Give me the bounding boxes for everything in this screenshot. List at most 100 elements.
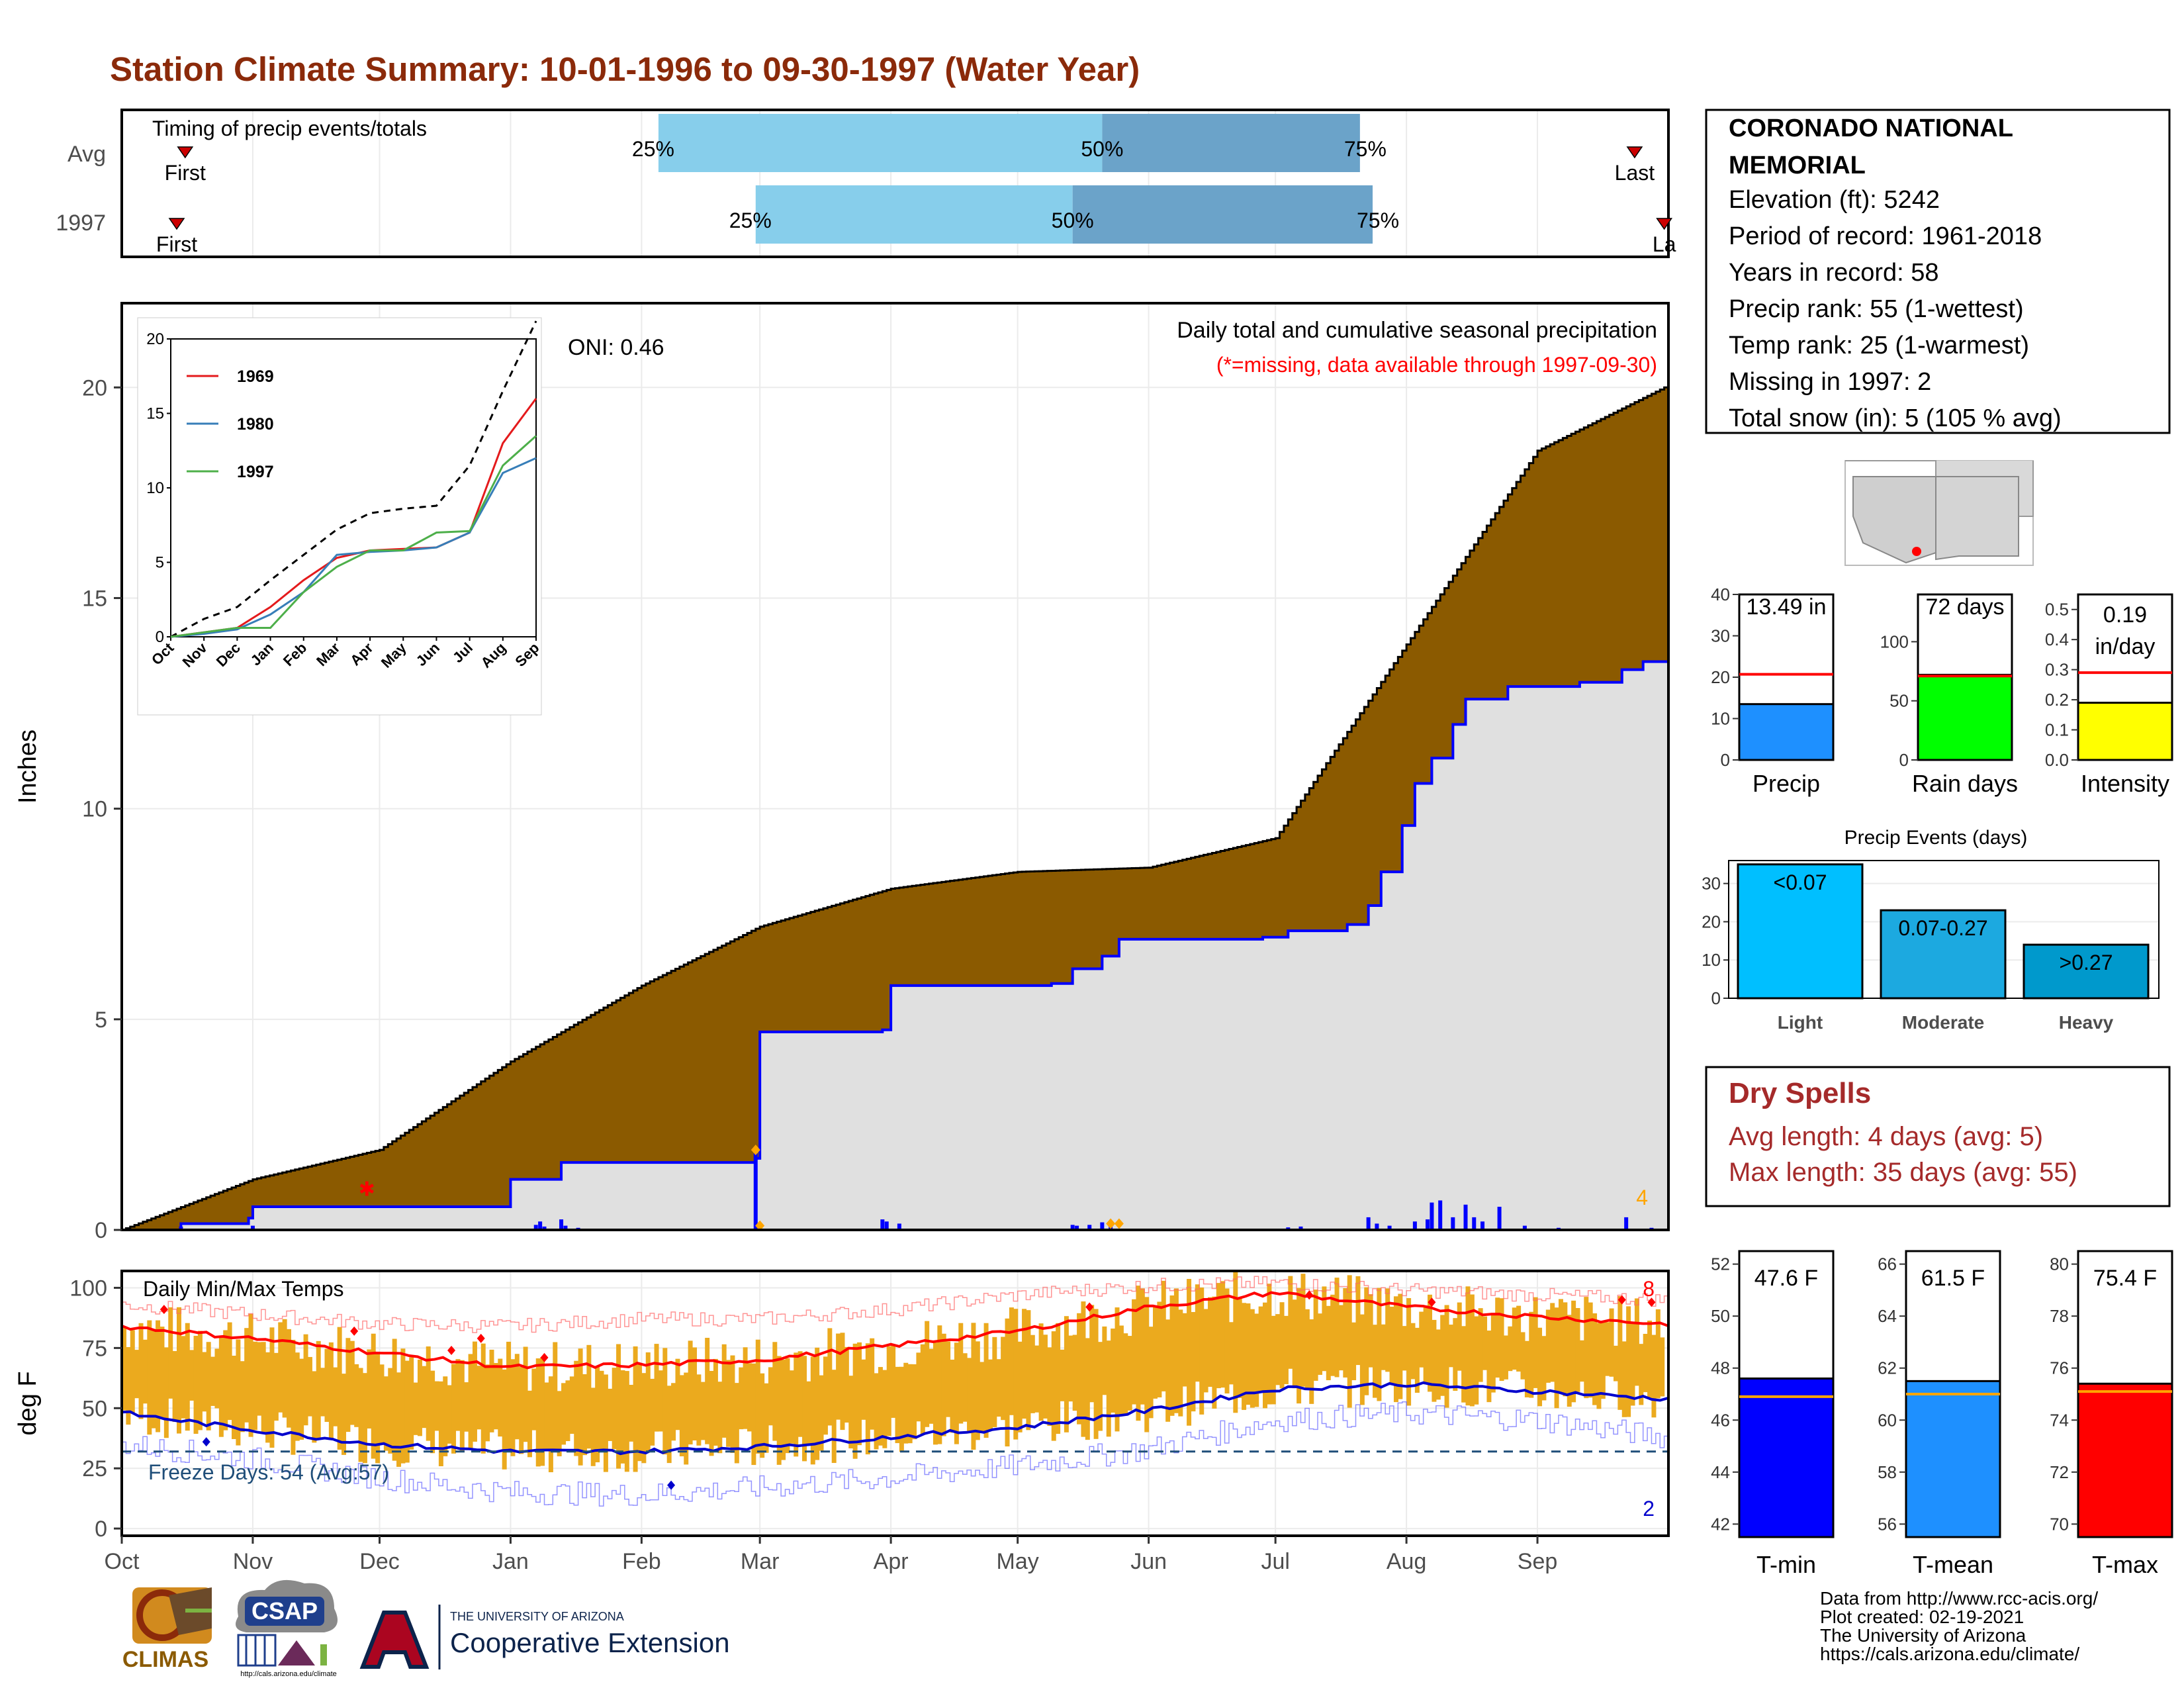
inset-ytick-label: 0: [156, 628, 164, 646]
daily-temp-bar: [946, 1341, 951, 1417]
daily-temp-bar: [1486, 1331, 1492, 1403]
precip-ytick-label: 0: [95, 1218, 107, 1243]
daily-temp-bar: [891, 1344, 896, 1418]
daily-temp-bar: [1512, 1307, 1517, 1370]
temp-bar-ytick-label: 48: [1711, 1358, 1730, 1378]
daily-temp-bar: [1187, 1279, 1192, 1426]
daily-temp-bar: [595, 1366, 600, 1463]
daily-temp-bar: [692, 1347, 697, 1441]
daily-precip-bar: [884, 1221, 889, 1230]
daily-temp-bar: [1571, 1300, 1576, 1403]
daily-temp-bar: [557, 1391, 562, 1456]
daily-temp-bar: [214, 1348, 220, 1409]
heavy-event-marker: [1114, 1218, 1124, 1229]
inset-average-line: [170, 320, 537, 638]
timing-bar-50-75-Avg: [1102, 114, 1360, 172]
daily-temp-bar: [535, 1358, 541, 1467]
daily-temp-bar: [147, 1320, 152, 1435]
mini-bar-ytick-label: 0.1: [2045, 720, 2069, 740]
daily-temp-bar: [1300, 1274, 1306, 1387]
daily-temp-bar: [312, 1371, 317, 1443]
month-label-apr: Apr: [874, 1549, 909, 1574]
locator-map: [1844, 460, 2034, 566]
temp-bar-label: T-mean: [1913, 1551, 1993, 1578]
daily-temp-bar: [1368, 1294, 1373, 1368]
daily-temp-bar: [870, 1338, 875, 1430]
daily-temp-bar: [320, 1368, 326, 1417]
daily-temp-bar: [983, 1323, 989, 1438]
daily-temp-bar: [654, 1344, 659, 1432]
daily-temp-bar: [903, 1362, 909, 1444]
daily-temp-bar: [1224, 1288, 1230, 1394]
daily-temp-bar: [590, 1387, 596, 1466]
daily-temp-bar: [608, 1388, 613, 1441]
record-high-line: [122, 1276, 1668, 1333]
daily-temp-bar: [916, 1352, 921, 1422]
precip-ytick-label: 10: [82, 797, 107, 822]
daily-precip-bar: [1451, 1217, 1455, 1230]
daily-temp-bar: [827, 1328, 833, 1426]
daily-temp-bar: [248, 1313, 253, 1437]
daily-temp-bar: [287, 1329, 292, 1428]
precip-event-bar-label: 0.07-0.27: [1898, 916, 1987, 940]
daily-temp-bar: [743, 1347, 748, 1429]
temp-ytick-label: 25: [82, 1456, 107, 1481]
daily-temp-bar: [480, 1343, 486, 1454]
daily-temp-bar: [269, 1327, 275, 1448]
daily-temp-bar: [1144, 1297, 1150, 1432]
precip-events-ytick-label: 30: [1702, 874, 1721, 894]
timing-first-label: First: [165, 161, 206, 185]
timing-first-marker: [177, 146, 194, 159]
record-low-count: 2: [1643, 1497, 1655, 1521]
csap-url: http://cals.arizona.edu/climate: [240, 1670, 337, 1678]
mini-bar-ytick-label: 10: [1711, 709, 1730, 729]
daily-temp-bar: [857, 1342, 862, 1446]
daily-temp-bar: [392, 1338, 397, 1461]
daily-temp-bar: [1453, 1318, 1458, 1391]
mini-bar-ytick-label: 0.0: [2045, 750, 2069, 770]
temp-panel-label: Daily Min/Max Temps: [143, 1277, 343, 1301]
daily-temp-bar: [865, 1343, 870, 1455]
daily-temp-bar: [971, 1323, 976, 1450]
daily-temp-bar: [422, 1366, 427, 1429]
mini-bar-ytick-label: 0.4: [2045, 630, 2069, 649]
daily-temp-bar: [1626, 1306, 1631, 1417]
daily-temp-bar: [603, 1374, 608, 1472]
precip-event-category: Light: [1778, 1012, 1823, 1033]
temp-bar-ytick-label: 74: [2050, 1410, 2069, 1430]
mini-bar-value: 0.19: [2103, 602, 2147, 628]
temp-bar-ytick-label: 76: [2050, 1358, 2069, 1378]
daily-temp-bar: [739, 1367, 744, 1430]
inset-legend-label-1997: 1997: [237, 463, 274, 481]
record-high-count: 8: [1643, 1277, 1655, 1301]
daily-temp-bar: [451, 1364, 457, 1454]
missing-data-marker: ✱: [359, 1178, 375, 1200]
daily-temp-bar: [666, 1385, 672, 1464]
daily-precip-bar: [1472, 1217, 1477, 1230]
daily-temp-bar: [578, 1348, 583, 1466]
daily-temp-bar: [1233, 1271, 1238, 1413]
precip-event-bar-moderate: [1880, 909, 2007, 1000]
daily-temp-bar: [1609, 1308, 1614, 1377]
daily-temp-bar: [1060, 1349, 1065, 1401]
daily-temp-bar: [540, 1357, 545, 1466]
mini-bar-ytick-label: 30: [1711, 626, 1730, 646]
precip-ylabel: Inches: [14, 729, 42, 804]
daily-temp-bar: [1064, 1316, 1069, 1432]
precip-events-frame: [1728, 860, 2160, 999]
daily-temp-bar: [1288, 1276, 1293, 1369]
daily-temp-bar: [1330, 1294, 1336, 1376]
timing-first-marker: [168, 218, 185, 230]
daily-temp-bar: [1469, 1294, 1475, 1407]
precip-header: Daily total and cumulative seasonal prec…: [1177, 318, 1657, 343]
mini-bar-label: Intensity: [2081, 770, 2169, 797]
daily-temp-bar: [544, 1382, 549, 1450]
inset-ytick-label: 15: [146, 405, 164, 423]
station-info-line: Precip rank: 55 (1-wettest): [1729, 295, 2024, 323]
daily-temp-bar: [1313, 1289, 1318, 1381]
daily-temp-bar: [218, 1336, 224, 1437]
daily-temp-bar: [1359, 1314, 1365, 1405]
daily-temp-bar: [485, 1364, 490, 1442]
daily-temp-bar: [134, 1350, 140, 1399]
temp-bar-t-mean: [1905, 1380, 2001, 1538]
